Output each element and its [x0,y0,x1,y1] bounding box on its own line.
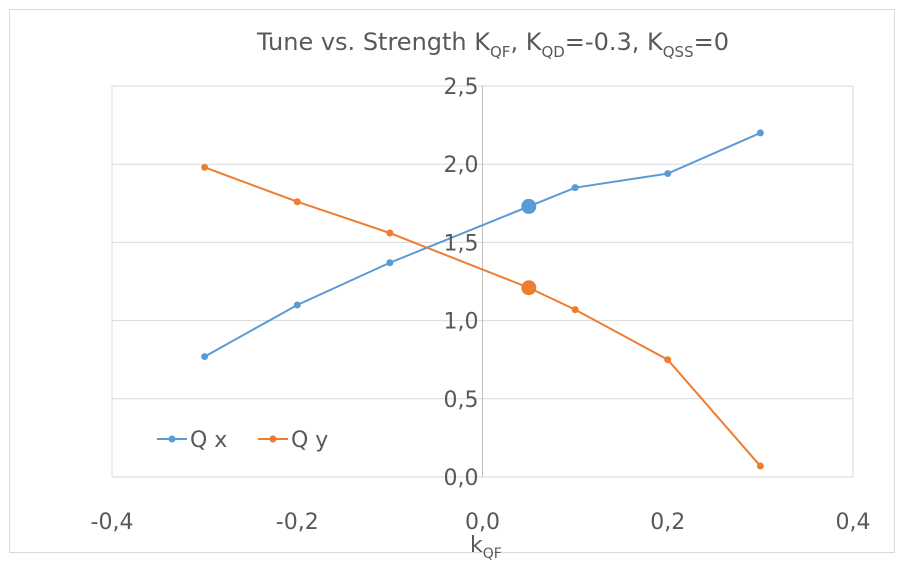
data-point [293,198,301,206]
series-layer [201,129,764,470]
x-tick-label: -0,4 [91,510,134,535]
legend-qx-label: Q x [190,428,227,453]
x-tick-label: 0,2 [650,510,685,535]
x-tick-label: -0,2 [276,510,319,535]
data-point [386,259,394,267]
y-tick-label: 0,0 [444,466,479,491]
data-point [201,163,209,171]
y-tick-label: 2,0 [444,153,479,178]
x-tick-label: 0,0 [465,510,500,535]
y-tick-label: 2,5 [444,75,479,100]
data-point [571,306,579,314]
data-point [201,353,209,361]
data-point [386,229,394,237]
data-point [756,129,764,137]
chart-frame [9,9,895,553]
x-axis-label: kQF [470,533,502,562]
data-point [664,170,672,178]
chart-title: Tune vs. Strength KQF, KQD=-0.3, KQSS=0 [256,28,729,61]
tick-layer: 0,0 0,5 1,0 1,5 2,0 2,5 -0,4 -0,2 0,0 0,2 0,4 [91,75,871,535]
legend: Q x Q y [157,428,328,453]
data-point [521,280,537,296]
legend-qy-marker [269,435,277,443]
y-tick-label: 1,0 [444,310,479,335]
legend-qx-marker [168,435,176,443]
data-point [756,462,764,470]
legend-qy-label: Q y [291,428,328,453]
data-point [664,356,672,364]
x-tick-label: 0,4 [836,510,871,535]
data-point [571,184,579,192]
data-point [521,198,537,214]
series-0 [201,129,764,361]
y-tick-label: 0,5 [444,388,479,413]
y-tick-label: 1,5 [444,231,479,256]
series-1 [201,163,764,470]
data-point [293,301,301,309]
